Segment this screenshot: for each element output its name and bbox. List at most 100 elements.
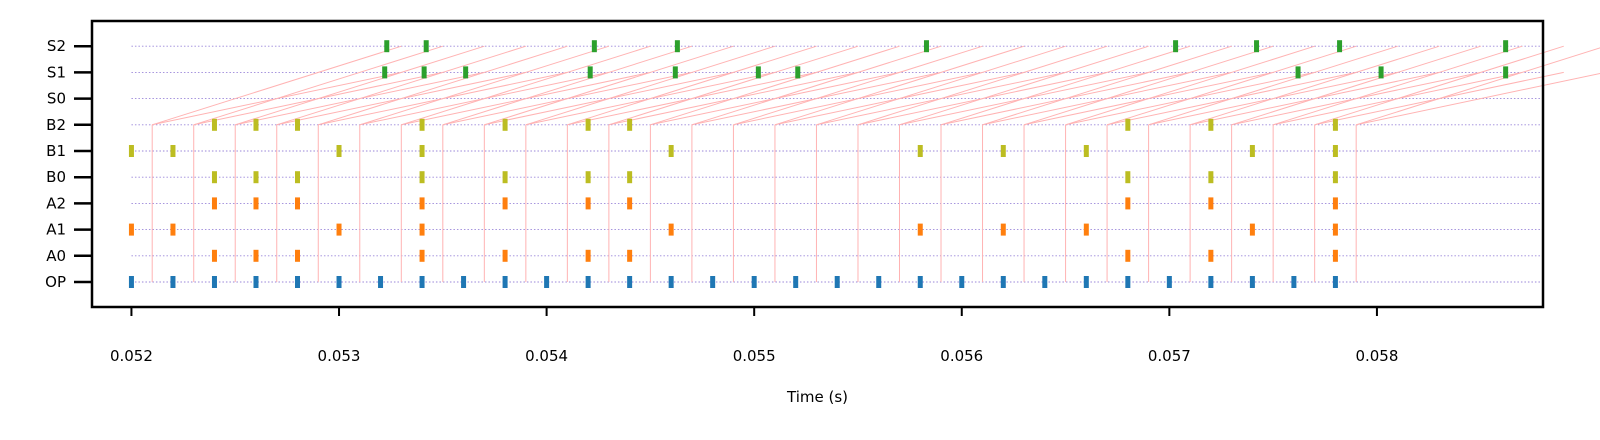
link-diagonal-s2-0 bbox=[152, 45, 402, 126]
marker-s1-5 bbox=[755, 66, 761, 79]
x-tick-label-2: 0.054 bbox=[525, 347, 568, 365]
link-diagonal-s2-15 bbox=[774, 45, 1025, 126]
marker-a1-3 bbox=[419, 223, 425, 236]
x-tick-label-1: 0.053 bbox=[318, 347, 361, 365]
marker-b2-2 bbox=[295, 118, 301, 131]
marker-a2-2 bbox=[295, 197, 301, 210]
marker-a0-2 bbox=[295, 249, 301, 262]
link-diagonal-s2-5 bbox=[359, 45, 610, 126]
marker-a0-9 bbox=[1332, 249, 1338, 262]
marker-b2-1 bbox=[253, 118, 259, 131]
x-axis-label: Time (s) bbox=[786, 388, 848, 406]
link-diagonal-s2-16 bbox=[816, 45, 1066, 126]
link-diagonal-s2-26 bbox=[1231, 45, 1481, 126]
marker-a0-5 bbox=[585, 249, 591, 262]
x-tick-label-6: 0.058 bbox=[1355, 347, 1398, 365]
marker-a0-8 bbox=[1208, 249, 1214, 262]
marker-op-9 bbox=[502, 276, 508, 288]
x-tick-label-5: 0.057 bbox=[1148, 347, 1191, 365]
pipeline-links bbox=[151, 45, 1600, 282]
marker-s2-2 bbox=[591, 40, 597, 53]
marker-b1-0 bbox=[128, 145, 134, 157]
marker-a1-6 bbox=[1000, 223, 1006, 236]
marker-op-10 bbox=[544, 276, 550, 288]
link-diagonal-s2-18 bbox=[899, 45, 1149, 126]
marker-a1-1 bbox=[170, 223, 176, 236]
link-diagonal-s2-7 bbox=[442, 45, 693, 126]
marker-s2-7 bbox=[1337, 40, 1343, 53]
marker-op-23 bbox=[1083, 276, 1089, 288]
link-diagonal-s2-4 bbox=[318, 45, 568, 126]
marker-s2-8 bbox=[1503, 40, 1509, 53]
marker-a0-1 bbox=[253, 249, 259, 262]
marker-a2-1 bbox=[253, 197, 259, 210]
marker-b1-3 bbox=[419, 145, 425, 157]
marker-op-1 bbox=[170, 276, 176, 288]
marker-a1-5 bbox=[917, 223, 923, 236]
marker-op-22 bbox=[1042, 276, 1048, 288]
link-diagonal-s2-27 bbox=[1272, 45, 1523, 126]
marker-b2-3 bbox=[419, 118, 425, 131]
marker-a1-0 bbox=[128, 223, 134, 236]
y-tick-label-a1: A1 bbox=[46, 221, 66, 239]
marker-op-19 bbox=[917, 276, 923, 288]
marker-op-5 bbox=[336, 276, 342, 288]
marker-op-18 bbox=[876, 276, 882, 288]
grid-lines bbox=[131, 45, 1543, 283]
marker-b0-0 bbox=[211, 171, 217, 184]
link-diagonal-s2-2 bbox=[235, 45, 485, 126]
marker-b2-0 bbox=[211, 118, 217, 131]
marker-a2-9 bbox=[1332, 197, 1338, 210]
marker-b0-9 bbox=[1332, 171, 1338, 184]
marker-op-0 bbox=[128, 276, 134, 288]
marker-op-15 bbox=[751, 276, 757, 288]
marker-b0-6 bbox=[627, 171, 633, 184]
event-markers bbox=[128, 40, 1509, 288]
x-tick-label-0: 0.052 bbox=[110, 347, 153, 365]
marker-b0-8 bbox=[1208, 171, 1214, 184]
marker-b0-5 bbox=[585, 171, 591, 184]
link-diagonal-s2-29 bbox=[1356, 47, 1600, 126]
marker-a1-4 bbox=[668, 223, 674, 236]
link-diagonal-s2-17 bbox=[857, 45, 1108, 126]
marker-b2-4 bbox=[502, 118, 508, 131]
marker-op-20 bbox=[959, 276, 965, 288]
marker-a2-3 bbox=[419, 197, 425, 210]
marker-a0-3 bbox=[419, 249, 425, 262]
marker-a0-4 bbox=[502, 249, 508, 262]
link-diagonal-s2-28 bbox=[1314, 45, 1564, 126]
marker-s1-8 bbox=[1378, 66, 1384, 79]
marker-a0-6 bbox=[627, 249, 633, 262]
marker-b1-9 bbox=[1332, 145, 1338, 157]
marker-a2-4 bbox=[502, 197, 508, 210]
marker-s1-0 bbox=[382, 66, 388, 79]
marker-a1-9 bbox=[1332, 223, 1338, 236]
x-tick-label-4: 0.056 bbox=[940, 347, 983, 365]
marker-s2-6 bbox=[1254, 40, 1260, 53]
link-diagonal-s2-23 bbox=[1106, 45, 1357, 126]
marker-b2-7 bbox=[1125, 118, 1131, 131]
marker-s1-1 bbox=[421, 66, 427, 79]
marker-s2-3 bbox=[674, 40, 680, 53]
marker-a2-7 bbox=[1125, 197, 1131, 210]
marker-b1-2 bbox=[336, 145, 342, 157]
marker-s1-9 bbox=[1503, 66, 1509, 79]
marker-op-28 bbox=[1291, 276, 1297, 288]
marker-a1-7 bbox=[1083, 223, 1089, 236]
x-axis-ticks: 0.052 0.053 0.054 0.055 0.056 0.057 0.058 bbox=[110, 307, 1398, 365]
marker-b2-6 bbox=[627, 118, 633, 131]
marker-a2-5 bbox=[585, 197, 591, 210]
marker-b2-9 bbox=[1332, 118, 1338, 131]
marker-op-3 bbox=[253, 276, 259, 288]
marker-op-4 bbox=[295, 276, 301, 288]
link-diagonal-s2-13 bbox=[691, 45, 942, 126]
link-diagonal-s2-3 bbox=[276, 45, 526, 126]
link-diagonal-s2-9 bbox=[525, 45, 776, 126]
link-diagonal-s2-10 bbox=[567, 45, 817, 126]
marker-s1-6 bbox=[795, 66, 801, 79]
y-tick-label-b1: B1 bbox=[46, 142, 66, 160]
marker-s1-7 bbox=[1295, 66, 1301, 79]
marker-op-21 bbox=[1000, 276, 1006, 288]
marker-b0-4 bbox=[502, 171, 508, 184]
